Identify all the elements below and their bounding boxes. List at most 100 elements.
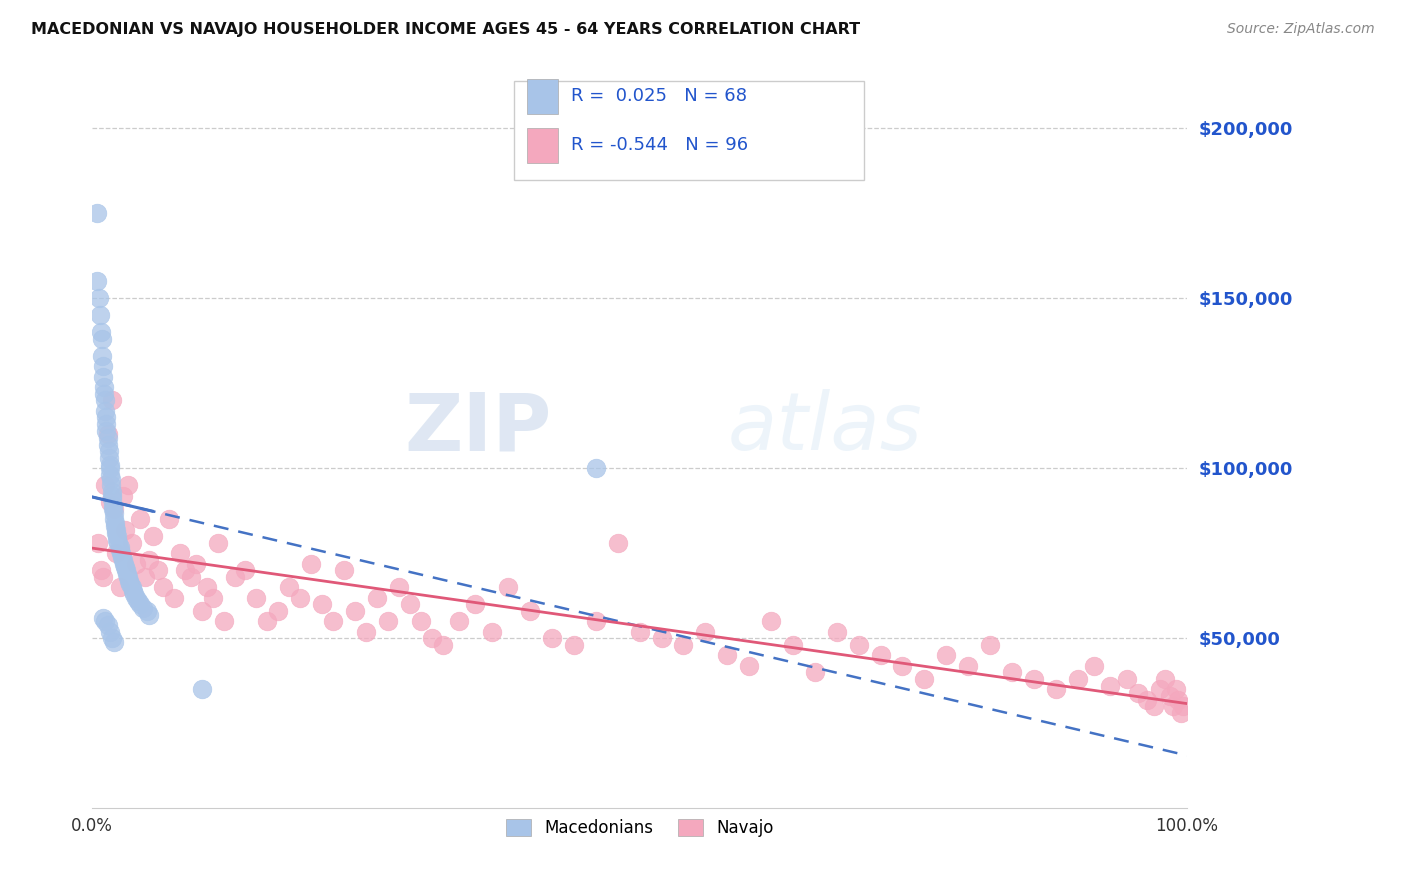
Point <box>94 403 117 417</box>
Point <box>447 615 470 629</box>
Point <box>86 536 108 550</box>
Point <box>108 543 131 558</box>
Point <box>121 583 143 598</box>
Point <box>1166 682 1188 697</box>
Point <box>105 523 128 537</box>
Point <box>87 292 110 306</box>
Point <box>90 326 112 340</box>
Text: atlas: atlas <box>727 389 922 467</box>
Point <box>138 553 160 567</box>
Point <box>94 478 117 492</box>
Point <box>91 332 114 346</box>
Point <box>108 540 131 554</box>
Point <box>464 598 486 612</box>
Point <box>98 624 121 639</box>
Point <box>278 581 301 595</box>
Point <box>103 512 125 526</box>
Point <box>388 581 411 595</box>
Point <box>979 638 1001 652</box>
Point <box>1171 699 1194 714</box>
Point <box>117 570 139 584</box>
Point <box>104 516 127 530</box>
Point <box>377 615 399 629</box>
Point <box>115 564 138 578</box>
Point <box>1083 658 1105 673</box>
Point <box>96 431 118 445</box>
Point <box>190 604 212 618</box>
Point <box>804 665 827 680</box>
Text: R = -0.544   N = 96: R = -0.544 N = 96 <box>571 136 748 154</box>
Point <box>366 591 388 605</box>
Point <box>912 672 935 686</box>
Point <box>96 437 118 451</box>
Text: Source: ZipAtlas.com: Source: ZipAtlas.com <box>1227 22 1375 37</box>
Point <box>186 557 208 571</box>
Point <box>138 607 160 622</box>
Point <box>1066 672 1088 686</box>
Point <box>869 648 891 663</box>
Point <box>93 386 115 401</box>
Point <box>94 615 117 629</box>
Point <box>322 615 344 629</box>
Point <box>142 529 165 543</box>
Point <box>180 570 202 584</box>
Point <box>89 309 111 323</box>
Point <box>100 472 122 486</box>
Point <box>118 574 141 588</box>
Point <box>169 546 191 560</box>
Point <box>97 451 120 466</box>
Point <box>86 206 108 220</box>
Point <box>103 502 125 516</box>
Point <box>1045 682 1067 697</box>
Point <box>290 591 312 605</box>
Point <box>891 658 914 673</box>
Point <box>759 615 782 629</box>
Point <box>1143 699 1166 714</box>
Point <box>848 638 870 652</box>
Text: MACEDONIAN VS NAVAJO HOUSEHOLDER INCOME AGES 45 - 64 YEARS CORRELATION CHART: MACEDONIAN VS NAVAJO HOUSEHOLDER INCOME … <box>31 22 860 37</box>
Point <box>101 632 124 646</box>
Point <box>114 523 136 537</box>
Point <box>343 604 366 618</box>
Point <box>651 632 673 646</box>
Point <box>91 359 114 374</box>
Point <box>519 604 541 618</box>
Point <box>420 632 443 646</box>
Point <box>91 570 114 584</box>
Point <box>105 526 128 541</box>
Point <box>432 638 454 652</box>
Point <box>1001 665 1024 680</box>
Point <box>1022 672 1045 686</box>
Point <box>110 546 132 560</box>
Point <box>245 591 267 605</box>
Point <box>91 611 114 625</box>
Point <box>125 591 148 605</box>
Point <box>1126 686 1149 700</box>
Point <box>112 557 135 571</box>
Text: R =  0.025   N = 68: R = 0.025 N = 68 <box>571 87 747 105</box>
Point <box>86 275 108 289</box>
FancyBboxPatch shape <box>513 81 865 180</box>
Point <box>134 570 156 584</box>
Point <box>101 485 124 500</box>
Point <box>127 594 149 608</box>
Point <box>97 444 120 458</box>
Point <box>1154 672 1177 686</box>
Point <box>96 417 118 432</box>
Point <box>256 615 278 629</box>
Point <box>333 564 356 578</box>
Point <box>101 393 124 408</box>
Point <box>152 581 174 595</box>
Point <box>120 577 142 591</box>
Point <box>129 598 152 612</box>
Point <box>105 533 128 547</box>
Point <box>101 502 124 516</box>
Point <box>90 564 112 578</box>
Point <box>174 564 197 578</box>
Point <box>207 536 229 550</box>
Point <box>108 581 131 595</box>
Point <box>299 557 322 571</box>
Point <box>104 519 127 533</box>
Point <box>409 615 432 629</box>
Point <box>98 458 121 472</box>
